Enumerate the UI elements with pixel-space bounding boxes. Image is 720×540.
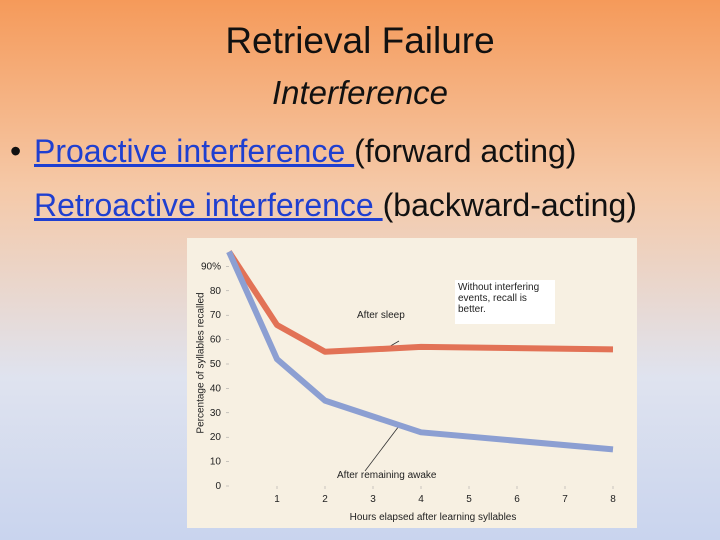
link[interactable]: Proactive interference bbox=[34, 133, 355, 169]
series-label: After sleep bbox=[357, 310, 405, 321]
series-label: After remaining awake bbox=[337, 470, 437, 481]
x-tick-label: 7 bbox=[562, 494, 568, 505]
x-tick-label: 6 bbox=[514, 494, 520, 505]
y-tick-label: 80 bbox=[210, 286, 222, 297]
annotation: Without interfering events, recall is be… bbox=[458, 282, 540, 315]
chart: Percentage of syllables recalled Hours e… bbox=[187, 238, 637, 528]
x-tick-label: 3 bbox=[370, 494, 376, 505]
x-axis-label: Hours elapsed after learning syllables bbox=[350, 512, 517, 523]
y-tick-label: 40 bbox=[210, 383, 222, 394]
slide-title: Retrieval Failure bbox=[225, 20, 495, 61]
x-tick-label: 2 bbox=[322, 494, 328, 505]
x-tick-label: 1 bbox=[274, 494, 280, 505]
series-line bbox=[226, 250, 614, 355]
slide-subtitle: Interference bbox=[271, 74, 449, 111]
bullet-text: (forward acting) bbox=[354, 133, 577, 169]
bullet-text: (backward-acting) bbox=[382, 187, 637, 223]
bullet: •Retroactive interference (backward-acti… bbox=[10, 183, 714, 227]
y-tick-label: 30 bbox=[210, 408, 222, 419]
bullet: • Proactive interference (forward acting) bbox=[10, 133, 577, 169]
y-tick-label: 20 bbox=[210, 432, 222, 443]
x-tick-label: 5 bbox=[466, 494, 472, 505]
annotation-box bbox=[455, 280, 555, 324]
y-tick-label: 0 bbox=[215, 481, 221, 492]
y-tick-label: 10 bbox=[210, 457, 222, 468]
y-tick-label: 50 bbox=[210, 359, 222, 370]
x-tick-label: 8 bbox=[610, 494, 616, 505]
x-tick-label: 4 bbox=[418, 494, 424, 505]
y-tick-label: 70 bbox=[210, 310, 222, 321]
link[interactable]: Retroactive interference bbox=[34, 187, 383, 223]
y-axis-label: Percentage of syllables recalled bbox=[196, 292, 207, 433]
chart-background bbox=[187, 238, 637, 528]
y-tick-label: 90% bbox=[201, 261, 221, 272]
y-tick-label: 60 bbox=[210, 335, 222, 346]
series-line bbox=[226, 250, 614, 453]
leader-line bbox=[364, 425, 400, 472]
